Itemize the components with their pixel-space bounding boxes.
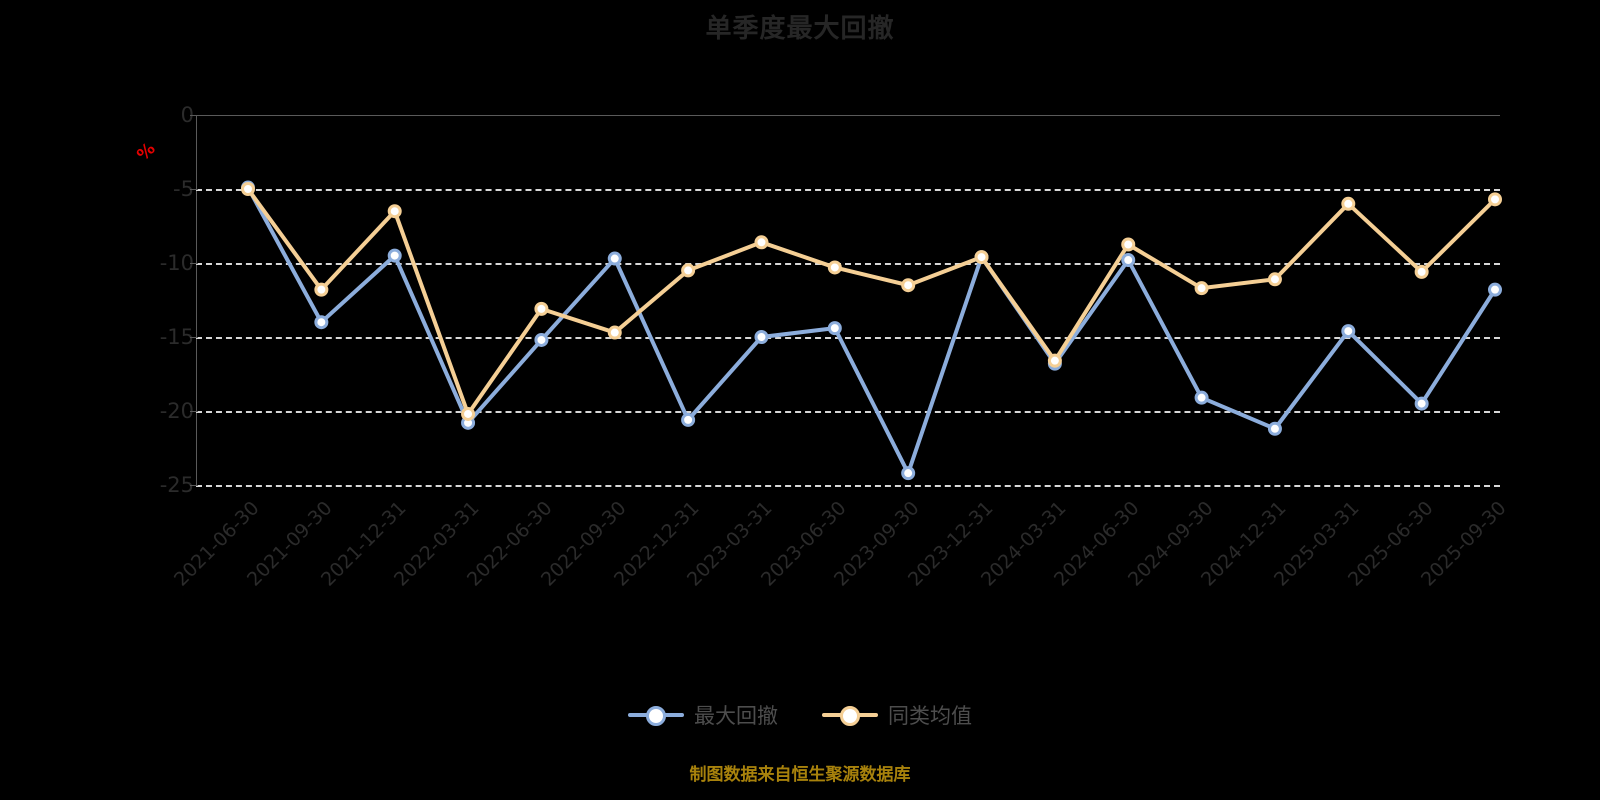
data-point-marker[interactable] bbox=[1121, 253, 1136, 268]
data-point-marker[interactable] bbox=[1488, 192, 1502, 207]
data-point-marker[interactable] bbox=[1341, 324, 1356, 339]
data-point-marker[interactable] bbox=[1194, 281, 1209, 296]
data-point-marker[interactable] bbox=[607, 251, 622, 266]
data-point-marker[interactable] bbox=[1047, 353, 1062, 368]
legend-item-0[interactable]: 最大回撤 bbox=[628, 700, 778, 730]
data-point-marker[interactable] bbox=[387, 204, 402, 219]
data-point-marker[interactable] bbox=[1414, 396, 1429, 411]
data-point-marker[interactable] bbox=[241, 182, 255, 196]
data-point-marker[interactable] bbox=[754, 235, 769, 250]
chart-footnote: 制图数据来自恒生聚源数据库 bbox=[689, 765, 911, 785]
data-point-marker[interactable] bbox=[1121, 237, 1136, 252]
legend-marker-icon-0 bbox=[628, 704, 684, 726]
y-tick-mark--15 bbox=[190, 337, 198, 338]
data-point-marker[interactable] bbox=[754, 330, 769, 344]
data-point-marker[interactable] bbox=[607, 325, 622, 340]
data-point-marker[interactable] bbox=[827, 260, 842, 275]
data-point-marker[interactable] bbox=[314, 282, 329, 297]
y-axis-line bbox=[196, 115, 197, 485]
y-tick-mark--25 bbox=[190, 485, 198, 486]
data-point-marker[interactable] bbox=[1267, 272, 1282, 287]
gridline-0 bbox=[196, 115, 1500, 116]
legend-label-0: 最大回撤 bbox=[694, 704, 778, 728]
data-point-marker[interactable] bbox=[974, 250, 989, 265]
legend-marker-icon-1 bbox=[822, 704, 878, 726]
series-line-1 bbox=[246, 187, 1497, 416]
data-point-marker[interactable] bbox=[1194, 390, 1209, 405]
data-point-marker[interactable] bbox=[534, 301, 549, 316]
gridline--10 bbox=[196, 263, 1500, 265]
gridline--20 bbox=[196, 411, 1500, 413]
y-tick-label--25: -25 bbox=[159, 473, 194, 497]
y-tick-mark--5 bbox=[190, 189, 198, 190]
legend-label-1: 同类均值 bbox=[888, 704, 972, 728]
gridline--5 bbox=[196, 189, 1500, 191]
data-point-marker[interactable] bbox=[681, 412, 696, 427]
data-point-marker[interactable] bbox=[901, 466, 916, 481]
data-point-marker[interactable] bbox=[387, 248, 402, 263]
data-point-marker[interactable] bbox=[1341, 196, 1356, 211]
chart-legend: 最大回撤 同类均值 bbox=[0, 700, 1600, 730]
data-point-marker[interactable] bbox=[827, 321, 842, 336]
gridline--25 bbox=[196, 485, 1500, 487]
data-point-marker[interactable] bbox=[461, 406, 476, 421]
y-tick-label--15: -15 bbox=[159, 325, 194, 349]
y-tick-mark--20 bbox=[190, 411, 198, 412]
data-point-marker[interactable] bbox=[681, 263, 696, 278]
data-point-marker[interactable] bbox=[314, 315, 329, 330]
chart-title: 单季度最大回撤 bbox=[705, 14, 895, 44]
legend-item-1[interactable]: 同类均值 bbox=[822, 700, 972, 730]
plot-area bbox=[196, 115, 1502, 485]
y-tick-label--10: -10 bbox=[159, 251, 194, 275]
data-point-marker[interactable] bbox=[1414, 264, 1429, 279]
gridline--15 bbox=[196, 337, 1500, 339]
y-tick-label--20: -20 bbox=[159, 399, 194, 423]
series-svg bbox=[241, 180, 1502, 481]
data-point-marker[interactable] bbox=[1488, 282, 1502, 297]
y-tick-mark-0 bbox=[190, 115, 198, 116]
y-tick-label--5: -5 bbox=[173, 177, 194, 201]
data-point-marker[interactable] bbox=[901, 278, 916, 293]
data-point-marker[interactable] bbox=[534, 332, 549, 347]
y-tick-label-0: 0 bbox=[180, 103, 194, 127]
series-line-0 bbox=[246, 185, 1497, 476]
data-point-marker[interactable] bbox=[1267, 421, 1282, 436]
y-axis-unit-label: % bbox=[133, 138, 160, 166]
y-tick-mark--10 bbox=[190, 263, 198, 264]
